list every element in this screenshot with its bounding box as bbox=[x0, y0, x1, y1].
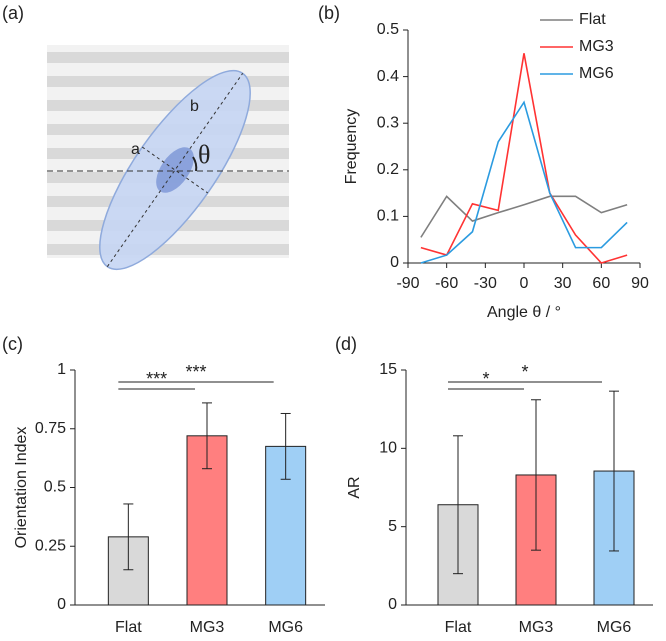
x-tick-label: MG3 bbox=[190, 619, 225, 636]
x-tick-label: Flat bbox=[445, 619, 472, 636]
x-axis-label: Angle θ / ° bbox=[487, 304, 561, 321]
x-tick-label: 90 bbox=[631, 275, 649, 292]
panel-label: (a) bbox=[2, 3, 24, 23]
panel-label: (d) bbox=[335, 334, 357, 354]
label-b: b bbox=[190, 98, 199, 115]
y-tick-label: 15 bbox=[379, 361, 397, 378]
y-tick-label: 0 bbox=[390, 254, 399, 271]
minor-axis bbox=[141, 146, 209, 194]
y-axis-label: AR bbox=[346, 476, 363, 498]
stripe bbox=[47, 100, 289, 111]
legend-label: Flat bbox=[579, 11, 606, 28]
x-tick-label: 30 bbox=[554, 275, 572, 292]
series-line bbox=[420, 195, 628, 238]
series-line bbox=[420, 100, 628, 264]
significance-label: *** bbox=[146, 369, 167, 389]
x-tick-label: MG3 bbox=[519, 619, 554, 636]
angle-arc bbox=[192, 156, 198, 172]
x-tick-label: -60 bbox=[435, 275, 458, 292]
y-axis-label: Orientation Index bbox=[13, 427, 30, 549]
y-tick-label: 0.2 bbox=[377, 161, 399, 178]
significance-label: * bbox=[521, 362, 528, 382]
y-tick-label: 1 bbox=[57, 361, 66, 378]
x-tick-label: MG6 bbox=[268, 619, 303, 636]
significance-label: * bbox=[482, 369, 489, 389]
y-tick-label: 0.5 bbox=[44, 479, 66, 496]
stripe bbox=[47, 76, 289, 87]
panel-label: (b) bbox=[318, 3, 340, 23]
legend-label: MG3 bbox=[579, 38, 614, 55]
x-tick-label: -30 bbox=[474, 275, 497, 292]
x-tick-label: -90 bbox=[396, 275, 419, 292]
legend-label: MG6 bbox=[579, 65, 614, 82]
y-tick-label: 0.5 bbox=[377, 21, 399, 38]
label-theta: θ bbox=[198, 140, 210, 169]
y-tick-label: 0.3 bbox=[377, 114, 399, 131]
nucleus bbox=[156, 147, 194, 193]
y-tick-label: 0.1 bbox=[377, 208, 399, 225]
y-tick-label: 0.25 bbox=[35, 537, 66, 554]
y-tick-label: 0 bbox=[57, 596, 66, 613]
panel-label: (c) bbox=[2, 334, 23, 354]
y-tick-label: 0.75 bbox=[35, 420, 66, 437]
y-axis-label: Frequency bbox=[343, 109, 360, 185]
x-tick-label: Flat bbox=[115, 619, 142, 636]
y-tick-label: 10 bbox=[379, 440, 397, 457]
x-tick-label: 60 bbox=[592, 275, 610, 292]
y-tick-label: 5 bbox=[388, 518, 397, 535]
label-a: a bbox=[131, 141, 140, 158]
x-tick-label: MG6 bbox=[597, 619, 632, 636]
series-line bbox=[420, 53, 628, 264]
x-tick-label: 0 bbox=[520, 275, 529, 292]
y-tick-label: 0 bbox=[388, 596, 397, 613]
stripe bbox=[47, 244, 289, 255]
significance-label: *** bbox=[185, 362, 206, 382]
y-tick-label: 0.4 bbox=[377, 68, 399, 85]
stripe bbox=[47, 52, 289, 63]
diagram: a b θ bbox=[47, 45, 289, 271]
